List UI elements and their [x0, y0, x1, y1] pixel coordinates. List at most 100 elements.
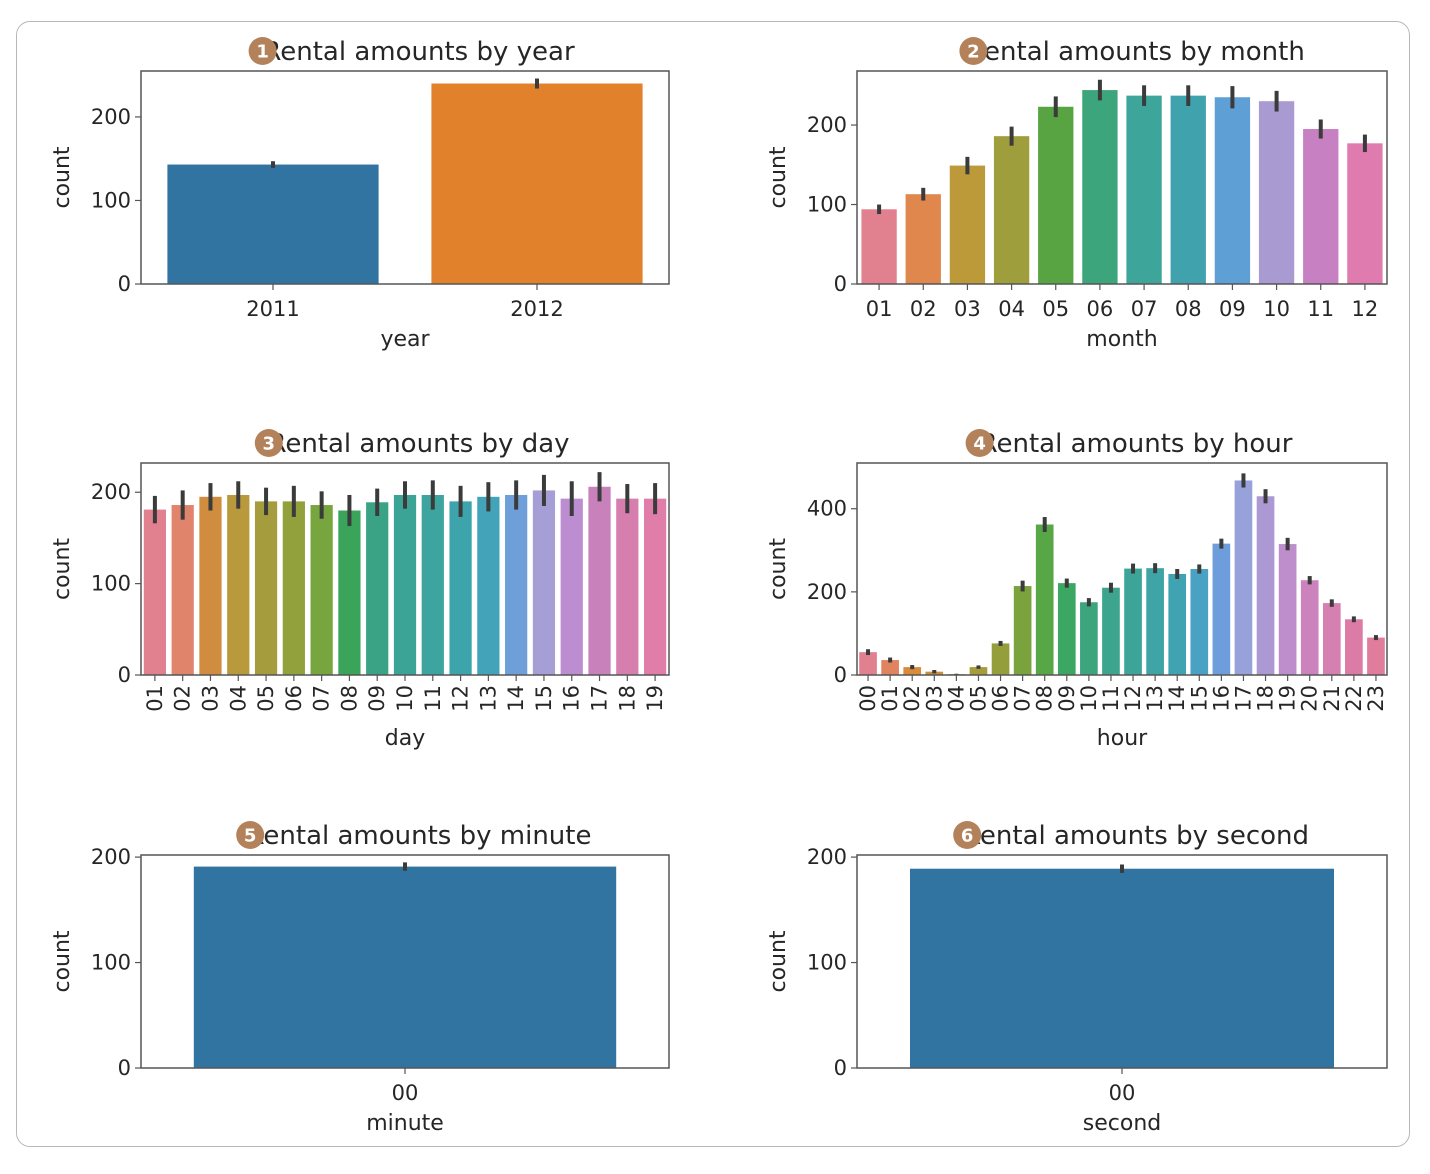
bar [969, 667, 988, 675]
y-tick-label: 400 [807, 497, 847, 521]
bar [1258, 101, 1295, 284]
x-tick-label: 14 [1165, 685, 1189, 712]
y-tick-label: 200 [91, 845, 131, 869]
x-axis-label: second [1083, 1111, 1161, 1136]
plot-area-border [140, 70, 670, 285]
x-tick-label: 13 [1143, 685, 1167, 712]
x-tick-label: 10 [1077, 685, 1101, 712]
bar [1300, 580, 1319, 675]
bar [1212, 543, 1231, 675]
x-tick-label: 07 [1131, 297, 1158, 321]
y-tick-label: 200 [91, 480, 131, 504]
y-axis-label: count [50, 930, 75, 992]
y-tick-label: 0 [834, 1056, 847, 1080]
x-tick-label: 11 [1099, 685, 1123, 712]
bar [643, 498, 667, 675]
chart-title: Rental amounts by day [268, 429, 569, 459]
bar [532, 490, 556, 675]
plot-area-border [856, 70, 1388, 285]
bar [1013, 586, 1032, 675]
bar [1322, 603, 1341, 675]
y-axis-label: count [50, 538, 75, 600]
bar [1347, 143, 1383, 284]
x-tick-label: 03 [198, 685, 222, 712]
x-tick-label: 05 [966, 685, 990, 712]
x-axis-label: month [1086, 327, 1157, 352]
x-tick-label: 06 [282, 685, 306, 712]
x-tick-label: 11 [1307, 297, 1334, 321]
number-badge-label: 1 [256, 42, 269, 63]
bar [1057, 583, 1076, 675]
bar [1256, 496, 1275, 675]
y-tick-label: 0 [118, 663, 131, 687]
x-tick-label: 07 [310, 685, 334, 712]
number-badge-label: 4 [973, 434, 986, 455]
bar [1082, 90, 1118, 285]
x-tick-label: 00 [392, 1081, 419, 1105]
plot-area-border [856, 462, 1388, 676]
x-tick-label: 12 [1121, 685, 1145, 712]
bar [1168, 573, 1187, 675]
bar [431, 83, 643, 284]
x-tick-label: 16 [560, 685, 584, 712]
bar [1038, 106, 1074, 284]
x-tick-label: 03 [954, 297, 981, 321]
x-tick-label: 2011 [246, 297, 299, 321]
chart-panel-2: 0 100 200 01 02 03 04 05 06 07 08 09 10 11 12 month coun… [766, 37, 1388, 352]
x-tick-label: 03 [922, 685, 946, 712]
bar [560, 498, 583, 675]
bar [1303, 129, 1339, 284]
number-badge-label: 2 [967, 42, 980, 63]
x-tick-label: 09 [1219, 297, 1246, 321]
x-tick-label: 17 [588, 685, 612, 712]
y-tick-label: 100 [91, 188, 131, 212]
x-tick-label: 18 [1254, 685, 1278, 712]
number-badge [953, 821, 982, 849]
x-tick-label: 21 [1320, 685, 1344, 712]
y-axis-label: count [50, 146, 75, 208]
number-badge-label: 6 [961, 826, 974, 847]
x-tick-label: 18 [615, 685, 639, 712]
bar [143, 509, 167, 675]
x-tick-label: 02 [910, 297, 937, 321]
bar [1124, 568, 1142, 675]
bar [171, 505, 194, 675]
bar [449, 501, 472, 675]
x-tick-label: 11 [421, 685, 445, 712]
x-tick-label: 22 [1342, 685, 1366, 712]
bar [282, 501, 305, 675]
y-axis-label: count [766, 930, 791, 992]
bar [616, 498, 639, 675]
bar [949, 165, 986, 284]
bar [903, 667, 922, 675]
y-tick-label: 200 [807, 580, 847, 604]
x-tick-label: 08 [337, 685, 361, 712]
bar [1214, 97, 1251, 284]
x-tick-label: 00 [1109, 1081, 1136, 1105]
bar [905, 194, 941, 284]
bar [588, 486, 611, 675]
x-tick-label: 08 [1175, 297, 1202, 321]
x-tick-label: 16 [1209, 685, 1233, 712]
bar [1035, 524, 1054, 675]
bar [167, 164, 379, 284]
chart-panel-6: 0 100 200 00 second count Rental amounts by se… [766, 821, 1388, 1136]
bar [193, 866, 617, 1068]
number-badge-label: 3 [263, 434, 276, 455]
x-tick-label: 05 [1042, 297, 1069, 321]
x-tick-label: 14 [504, 685, 528, 712]
x-tick-label: 17 [1231, 685, 1255, 712]
bar [505, 494, 528, 675]
x-tick-label: 10 [393, 685, 417, 712]
number-badge [236, 821, 265, 849]
chart-title: Rental amounts by second [963, 821, 1309, 851]
chart-title: Rental amounts by year [263, 37, 575, 67]
bar [477, 496, 500, 675]
y-tick-label: 200 [91, 105, 131, 129]
number-badge [254, 429, 283, 457]
y-tick-label: 100 [807, 951, 847, 975]
bar [393, 494, 417, 675]
bar [1080, 602, 1098, 675]
number-badge [959, 37, 988, 65]
